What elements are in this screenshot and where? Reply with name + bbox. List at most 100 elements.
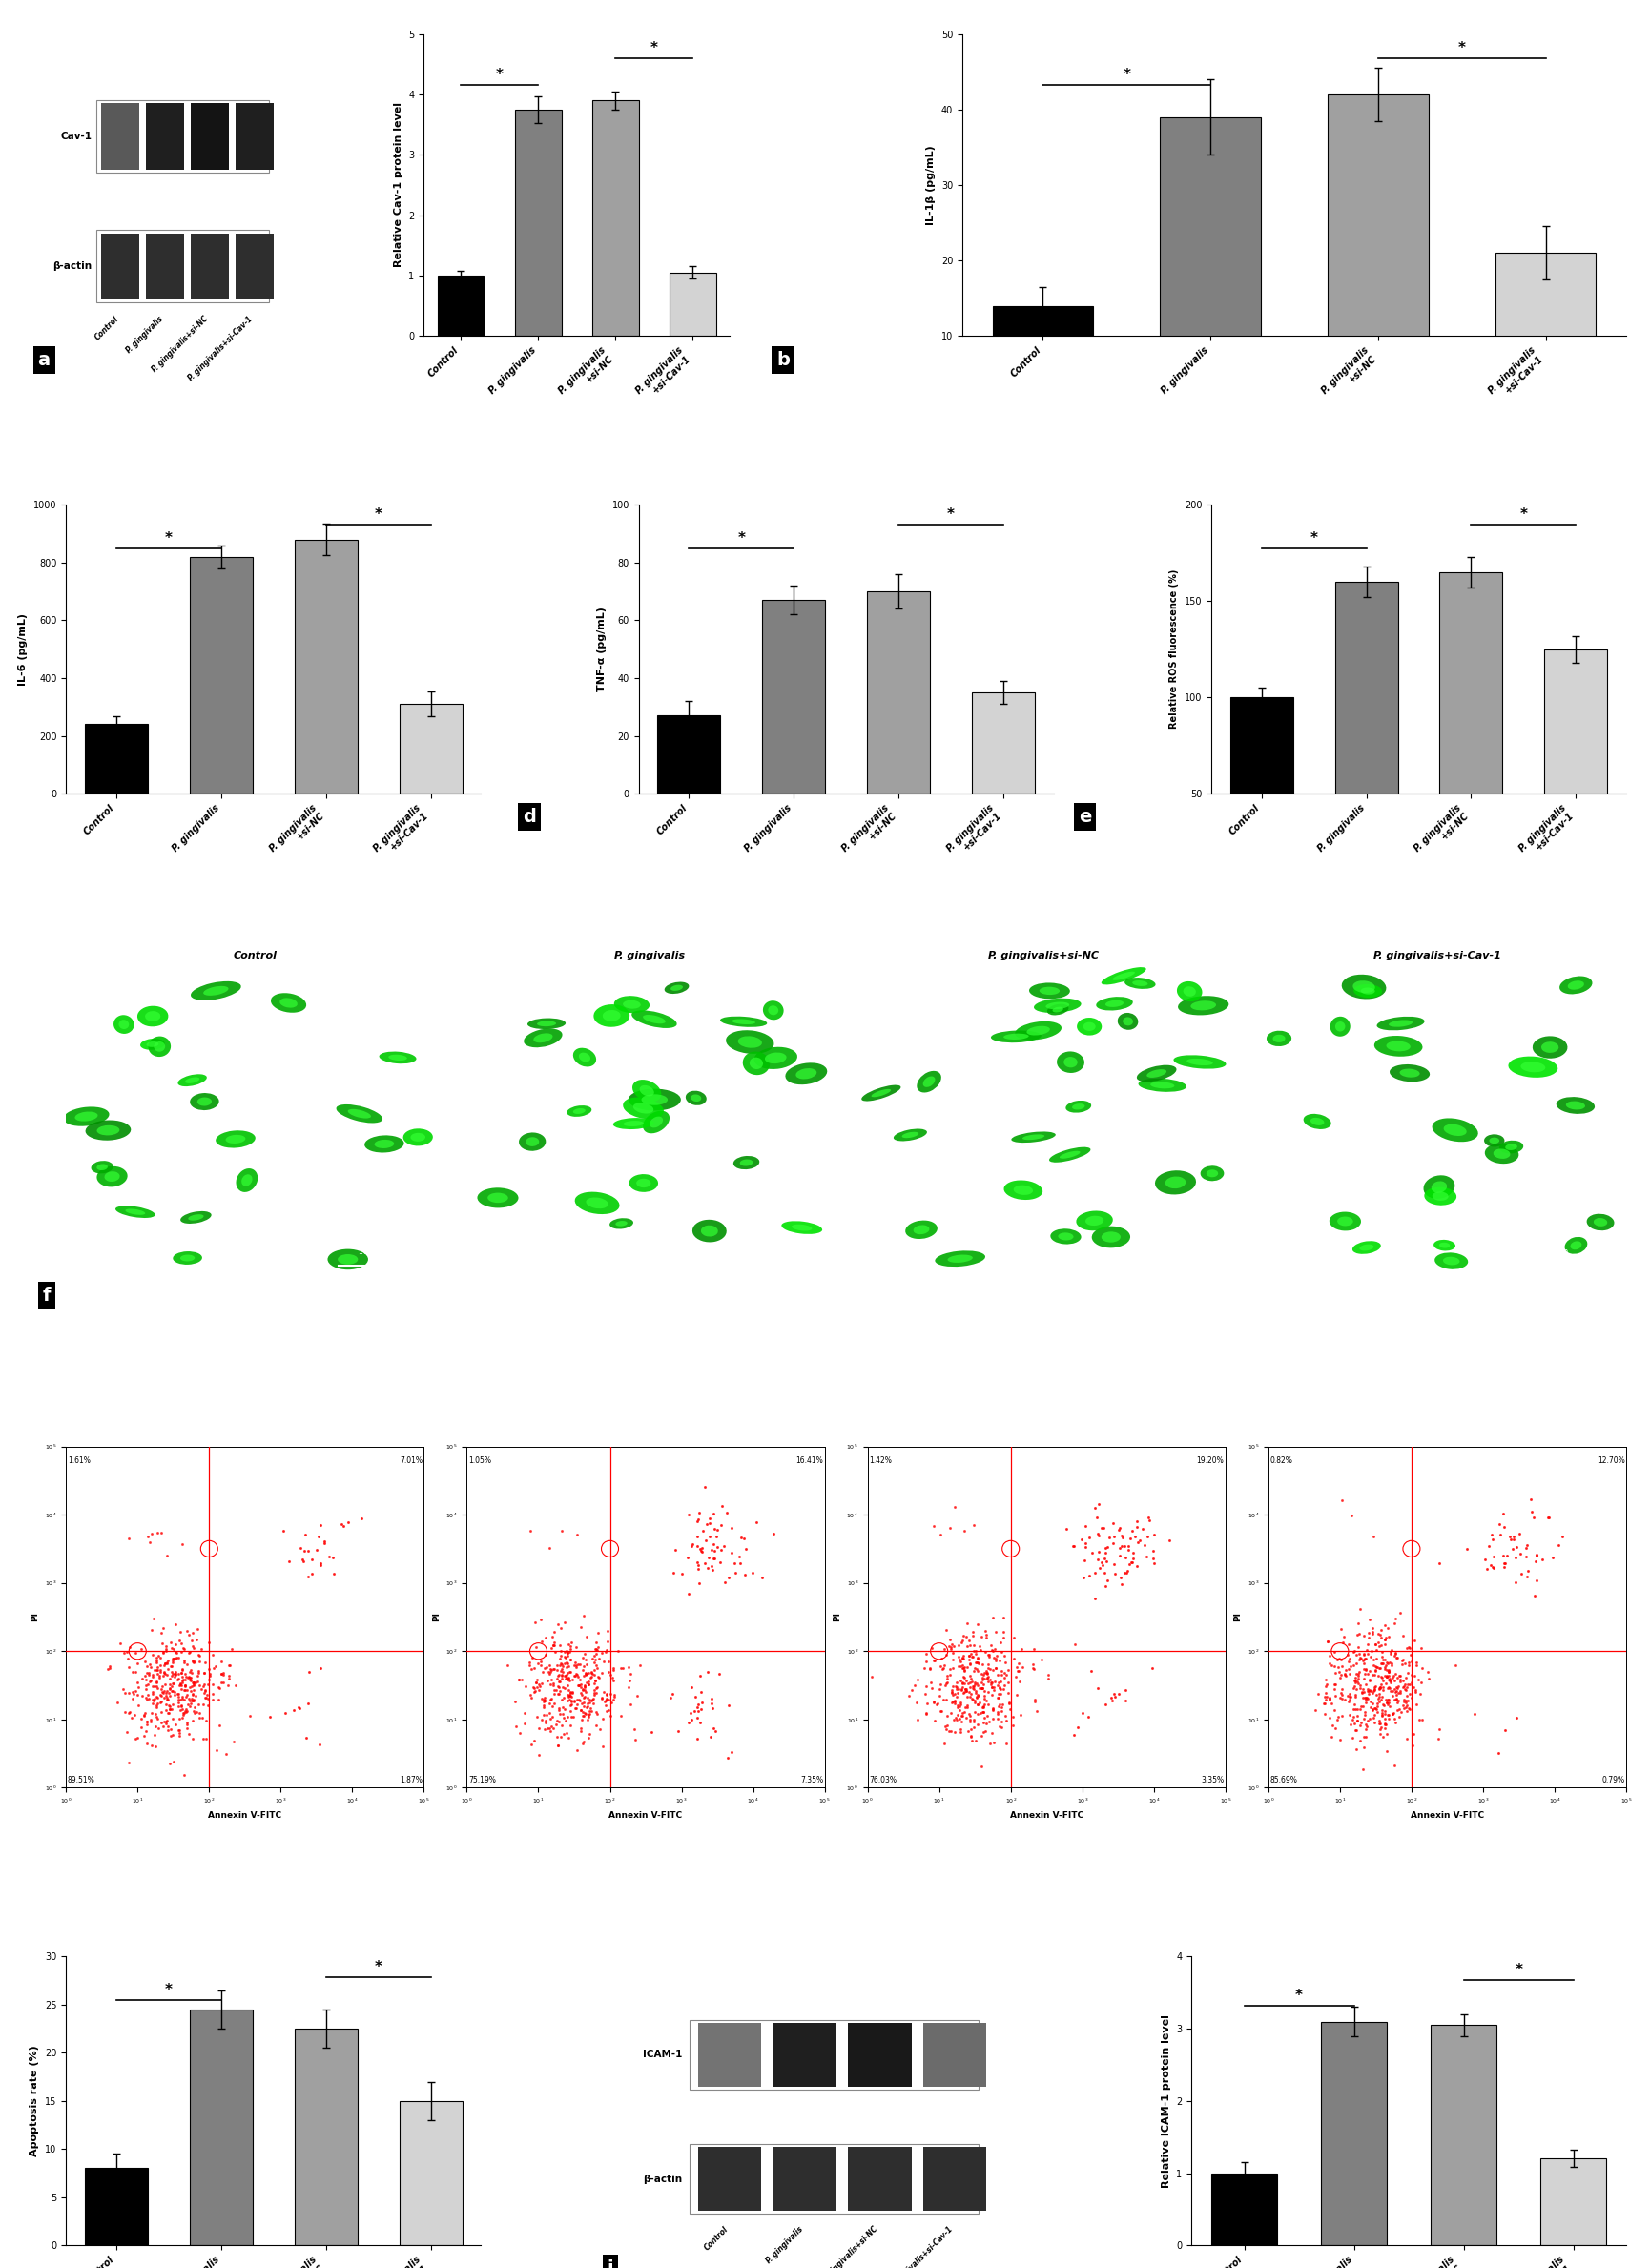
Point xyxy=(147,1676,173,1712)
Point xyxy=(952,1674,978,1710)
Point xyxy=(954,1628,980,1665)
Point xyxy=(140,1656,167,1692)
Point xyxy=(729,1520,756,1556)
Ellipse shape xyxy=(173,1252,201,1266)
Point xyxy=(1350,1647,1376,1683)
Point xyxy=(582,1708,609,1744)
Point xyxy=(150,1681,177,1717)
Point xyxy=(162,1626,188,1662)
Point xyxy=(163,1606,190,1642)
Point xyxy=(1515,1554,1541,1590)
Point xyxy=(950,1660,977,1696)
Bar xyxy=(1431,2025,1497,2245)
Point xyxy=(162,1674,188,1710)
Point xyxy=(1312,1681,1338,1717)
Ellipse shape xyxy=(893,1129,926,1141)
Point xyxy=(210,1656,236,1692)
Point xyxy=(158,1631,185,1667)
Point xyxy=(1394,1690,1421,1726)
Point xyxy=(974,1617,1000,1653)
Point xyxy=(1124,1508,1150,1545)
Point xyxy=(546,1672,573,1708)
Point xyxy=(168,1692,195,1728)
Ellipse shape xyxy=(1082,1023,1096,1032)
Point xyxy=(1346,1592,1373,1628)
Point xyxy=(1381,1703,1407,1740)
Point xyxy=(1315,1681,1341,1717)
Point xyxy=(147,1653,173,1690)
Point xyxy=(964,1640,990,1676)
Text: 0.82%: 0.82% xyxy=(1269,1456,1292,1465)
Point xyxy=(708,1488,734,1524)
Point xyxy=(544,1690,571,1726)
Ellipse shape xyxy=(726,1030,774,1055)
Ellipse shape xyxy=(1432,1241,1455,1250)
Point xyxy=(1416,1660,1442,1696)
Point xyxy=(573,1656,599,1692)
Point xyxy=(177,1681,203,1717)
Point xyxy=(530,1687,556,1724)
Point xyxy=(1502,1540,1528,1576)
Point xyxy=(1386,1662,1412,1699)
Point xyxy=(157,1672,183,1708)
Point xyxy=(1351,1719,1378,1755)
Ellipse shape xyxy=(1026,1025,1049,1034)
Point xyxy=(168,1651,195,1687)
Point xyxy=(569,1687,596,1724)
Point xyxy=(182,1690,208,1726)
Point xyxy=(1346,1667,1373,1703)
Point xyxy=(147,1651,173,1687)
Point xyxy=(942,1712,969,1749)
Ellipse shape xyxy=(1310,1118,1323,1125)
Point xyxy=(683,1520,710,1556)
Point xyxy=(153,1642,180,1678)
Point xyxy=(581,1676,607,1712)
Point xyxy=(147,1683,173,1719)
Point xyxy=(1002,1658,1028,1694)
Point xyxy=(1068,1522,1094,1558)
Point xyxy=(157,1717,183,1753)
Point xyxy=(530,1696,556,1733)
Point xyxy=(685,1685,711,1721)
Point xyxy=(985,1678,1011,1715)
Point xyxy=(1389,1642,1416,1678)
Point xyxy=(700,1540,726,1576)
Point xyxy=(561,1658,587,1694)
Point xyxy=(1490,1538,1516,1574)
Text: f: f xyxy=(43,1286,51,1304)
Point xyxy=(1374,1696,1401,1733)
Point xyxy=(163,1676,190,1712)
Point xyxy=(939,1669,965,1706)
Point xyxy=(208,1656,234,1692)
Point xyxy=(1371,1622,1398,1658)
Point xyxy=(1371,1710,1398,1746)
Point xyxy=(1393,1678,1419,1715)
Ellipse shape xyxy=(670,984,683,991)
Point xyxy=(571,1597,597,1633)
Point xyxy=(1370,1642,1396,1678)
Point xyxy=(960,1665,987,1701)
Text: *: * xyxy=(1295,1989,1302,2003)
Point xyxy=(193,1681,219,1717)
Point xyxy=(157,1692,183,1728)
Point xyxy=(125,1669,152,1706)
Point xyxy=(540,1667,566,1703)
Point xyxy=(978,1665,1005,1701)
Ellipse shape xyxy=(1431,1118,1477,1141)
Ellipse shape xyxy=(1028,982,1069,998)
Point xyxy=(617,1685,644,1721)
Point xyxy=(554,1647,581,1683)
Point xyxy=(1005,1644,1031,1681)
Point xyxy=(972,1653,998,1690)
Point xyxy=(959,1637,985,1674)
Point xyxy=(947,1672,974,1708)
Point xyxy=(1328,1681,1355,1717)
Point xyxy=(1323,1701,1350,1737)
Point xyxy=(556,1676,582,1712)
Text: a: a xyxy=(38,352,50,370)
Point xyxy=(168,1687,195,1724)
Point xyxy=(947,1687,974,1724)
Ellipse shape xyxy=(119,1021,129,1030)
Point xyxy=(167,1667,193,1703)
Point xyxy=(152,1644,178,1681)
